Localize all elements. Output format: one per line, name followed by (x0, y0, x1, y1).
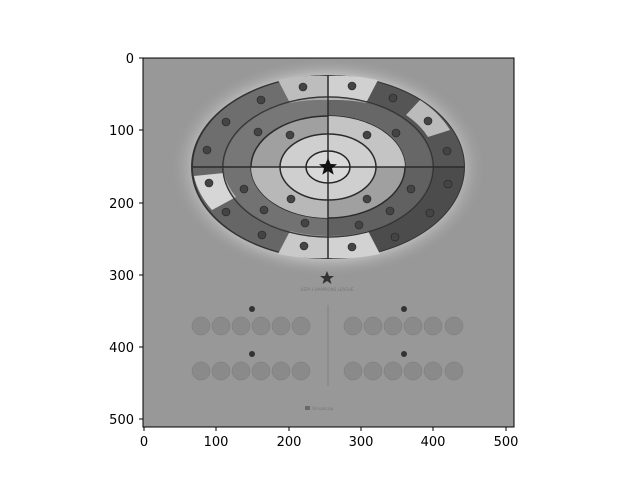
axes-frame (142, 57, 515, 428)
center-star-icon (319, 158, 337, 175)
tournament-wheel (191, 75, 465, 259)
y-tick-label: 200 (109, 197, 134, 212)
y-tick-label: 400 (109, 341, 134, 356)
grid-club-icons (249, 306, 407, 357)
poster-title-block: UEFA CHAMPIONS LEAGUE (301, 271, 354, 292)
poster-title: UEFA CHAMPIONS LEAGUE (301, 287, 354, 292)
left-bottom-row (191, 361, 311, 381)
club-badges (202, 81, 453, 252)
finals-grid (191, 316, 464, 381)
footer-brand: Visualcap (305, 406, 334, 412)
y-tick-label: 300 (109, 269, 134, 284)
y-tick-label: 0 (126, 52, 134, 67)
x-tick-label: 500 (494, 435, 519, 450)
x-tick-label: 100 (204, 435, 229, 450)
left-top-row (191, 316, 311, 336)
right-bottom-row (343, 361, 464, 381)
x-tick-label: 0 (140, 435, 148, 450)
image-axes: UEFA CHAMPIONS LEAGUE (142, 57, 515, 428)
right-top-row (343, 316, 464, 336)
x-tick-label: 300 (349, 435, 374, 450)
x-tick-label: 200 (277, 435, 302, 450)
x-tick-label: 400 (421, 435, 446, 450)
y-tick-label: 100 (109, 124, 134, 139)
x-axis: 0 100 200 300 400 500 (140, 427, 519, 450)
y-tick-label: 500 (109, 413, 134, 428)
footer-brand-text: Visualcap (312, 406, 334, 412)
y-axis: 0 100 200 300 400 500 (109, 52, 143, 428)
uefa-star-icon (320, 271, 334, 284)
